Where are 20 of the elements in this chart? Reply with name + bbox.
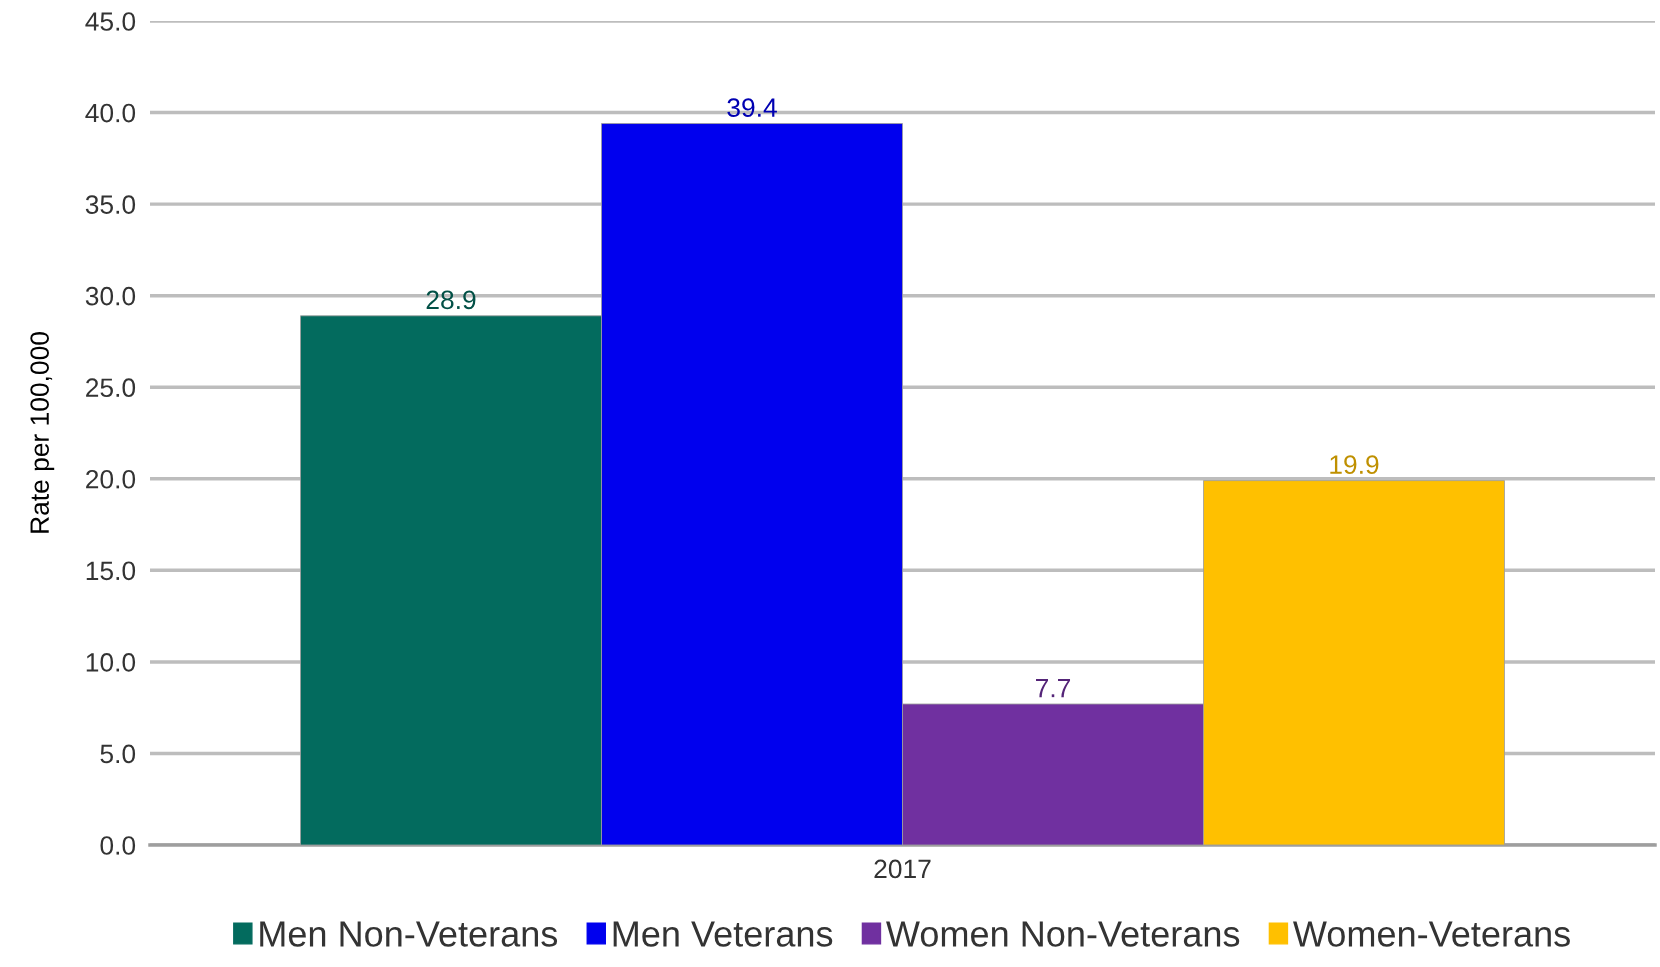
y-tick-label: 5.0 (100, 744, 136, 764)
legend-label: Men Non-Veterans (260, 921, 558, 947)
legend-label: Men Veterans (613, 921, 833, 947)
legend-label: Women-Veterans (1293, 921, 1570, 947)
y-axis-title: Rate per 100,000 (30, 332, 55, 533)
data-label: 39.4 (727, 98, 777, 117)
legend-label: Women Non-Veterans (886, 921, 1240, 947)
y-tick-label: 30.0 (85, 286, 136, 306)
data-label: 19.9 (1330, 455, 1379, 474)
y-tick-label: 15.0 (86, 561, 136, 581)
y-tick-label: 25.0 (86, 378, 136, 398)
y-tick-label: 20.0 (86, 469, 136, 489)
y-tick-label: 40.0 (85, 103, 136, 123)
data-label: 7.7 (1036, 678, 1071, 698)
y-tick-label: 0.0 (100, 836, 136, 855)
y-tick-label: 35.0 (85, 195, 136, 214)
data-label: 28.9 (426, 290, 476, 310)
y-tick-label: 45.0 (85, 12, 136, 31)
x-tick-label: 2017 (874, 859, 931, 879)
y-tick-label: 10.0 (86, 653, 136, 672)
